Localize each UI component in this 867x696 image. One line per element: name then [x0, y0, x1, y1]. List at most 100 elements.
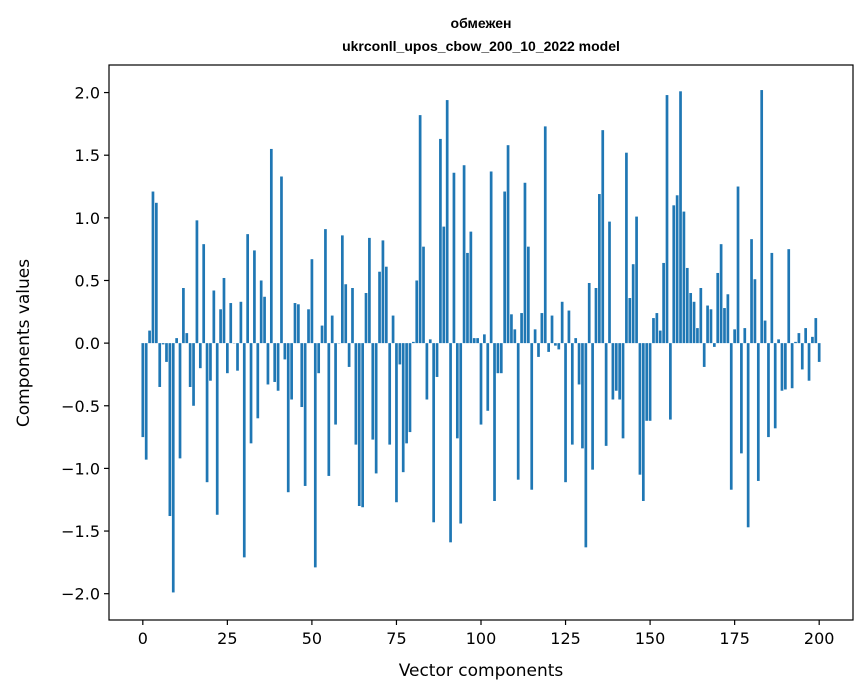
bar: [148, 330, 151, 344]
bar: [763, 320, 767, 344]
bar: [401, 343, 405, 473]
bar: [428, 339, 432, 344]
bar: [729, 343, 733, 490]
bar: [702, 343, 706, 367]
bar: [682, 211, 686, 344]
bar: [638, 343, 642, 475]
bar: [242, 343, 246, 558]
bar: [533, 329, 537, 344]
bar: [692, 301, 696, 344]
bar: [253, 250, 256, 344]
bar: [787, 249, 791, 344]
bar: [381, 240, 385, 344]
bar: [526, 246, 530, 344]
bars: [141, 90, 821, 593]
bar: [645, 343, 649, 421]
bar: [209, 343, 212, 381]
bar: [685, 267, 689, 344]
bar: [286, 343, 290, 493]
bar: [273, 343, 277, 382]
bar: [489, 171, 493, 344]
bar: [412, 341, 415, 344]
bar: [388, 343, 392, 445]
bar: [756, 343, 760, 481]
bar: [422, 246, 425, 344]
bar: [794, 341, 797, 344]
bar: [513, 329, 517, 344]
bar: [773, 343, 777, 429]
y-tick-label: 0.0: [75, 334, 100, 353]
bar: [310, 259, 314, 344]
bar: [486, 343, 490, 411]
bar: [472, 338, 476, 344]
bar: [205, 343, 209, 483]
bar: [679, 91, 682, 344]
bar: [523, 182, 527, 344]
bar: [618, 343, 622, 400]
bar: [479, 343, 483, 425]
bar: [432, 343, 436, 523]
bar: [202, 244, 206, 344]
bar: [628, 298, 632, 344]
x-tick-label: 0: [138, 629, 148, 648]
bar: [543, 126, 547, 344]
bar: [178, 343, 182, 459]
bar: [239, 301, 243, 344]
bar: [770, 252, 774, 344]
bar: [567, 310, 571, 344]
bar: [621, 343, 625, 439]
bar: [726, 294, 730, 344]
bar: [540, 313, 544, 344]
bar: [391, 315, 395, 344]
bar: [330, 315, 334, 344]
bar: [459, 343, 463, 524]
bar: [557, 343, 561, 350]
bar: [259, 280, 263, 344]
bar: [198, 343, 202, 369]
bar: [188, 343, 192, 387]
bar: [395, 343, 398, 503]
bar: [466, 252, 469, 344]
bar: [452, 172, 456, 344]
bar: [648, 343, 652, 421]
bar: [229, 303, 233, 344]
bar: [817, 343, 821, 362]
bar: [591, 343, 594, 470]
x-tick-label: 75: [386, 629, 406, 648]
bar: [804, 328, 808, 344]
bar: [733, 329, 736, 344]
bar: [340, 235, 344, 344]
bar: [246, 234, 250, 344]
y-tick-label: 1.0: [75, 209, 100, 228]
bar: [641, 343, 645, 501]
x-tick-label: 125: [550, 629, 581, 648]
bar: [215, 343, 219, 515]
x-ticks: 0 25 50 75 100 125 150 175 200: [138, 620, 835, 648]
x-tick-label: 150: [635, 629, 666, 648]
bar: [462, 165, 466, 344]
bar: [361, 343, 364, 508]
bar: [347, 343, 351, 367]
bar: [405, 343, 408, 444]
chart-title-line2: ukrconll_upos_cbow_200_10_2022 model: [342, 38, 620, 54]
bar: [354, 343, 358, 445]
bar: [706, 305, 709, 344]
bar: [604, 343, 608, 446]
bar: [740, 343, 743, 454]
bar: [303, 343, 307, 486]
bar: [807, 343, 811, 381]
bar: [324, 229, 327, 344]
bar: [499, 343, 503, 374]
bar: [374, 343, 378, 474]
x-tick-label: 200: [804, 629, 835, 648]
bar: [192, 343, 195, 406]
bar: [313, 343, 317, 568]
bar: [449, 343, 452, 543]
bar: [784, 343, 787, 390]
bar: [696, 328, 699, 344]
bar: [249, 343, 253, 444]
bar: [226, 343, 229, 374]
bar: [719, 244, 723, 344]
bar: [736, 186, 740, 344]
